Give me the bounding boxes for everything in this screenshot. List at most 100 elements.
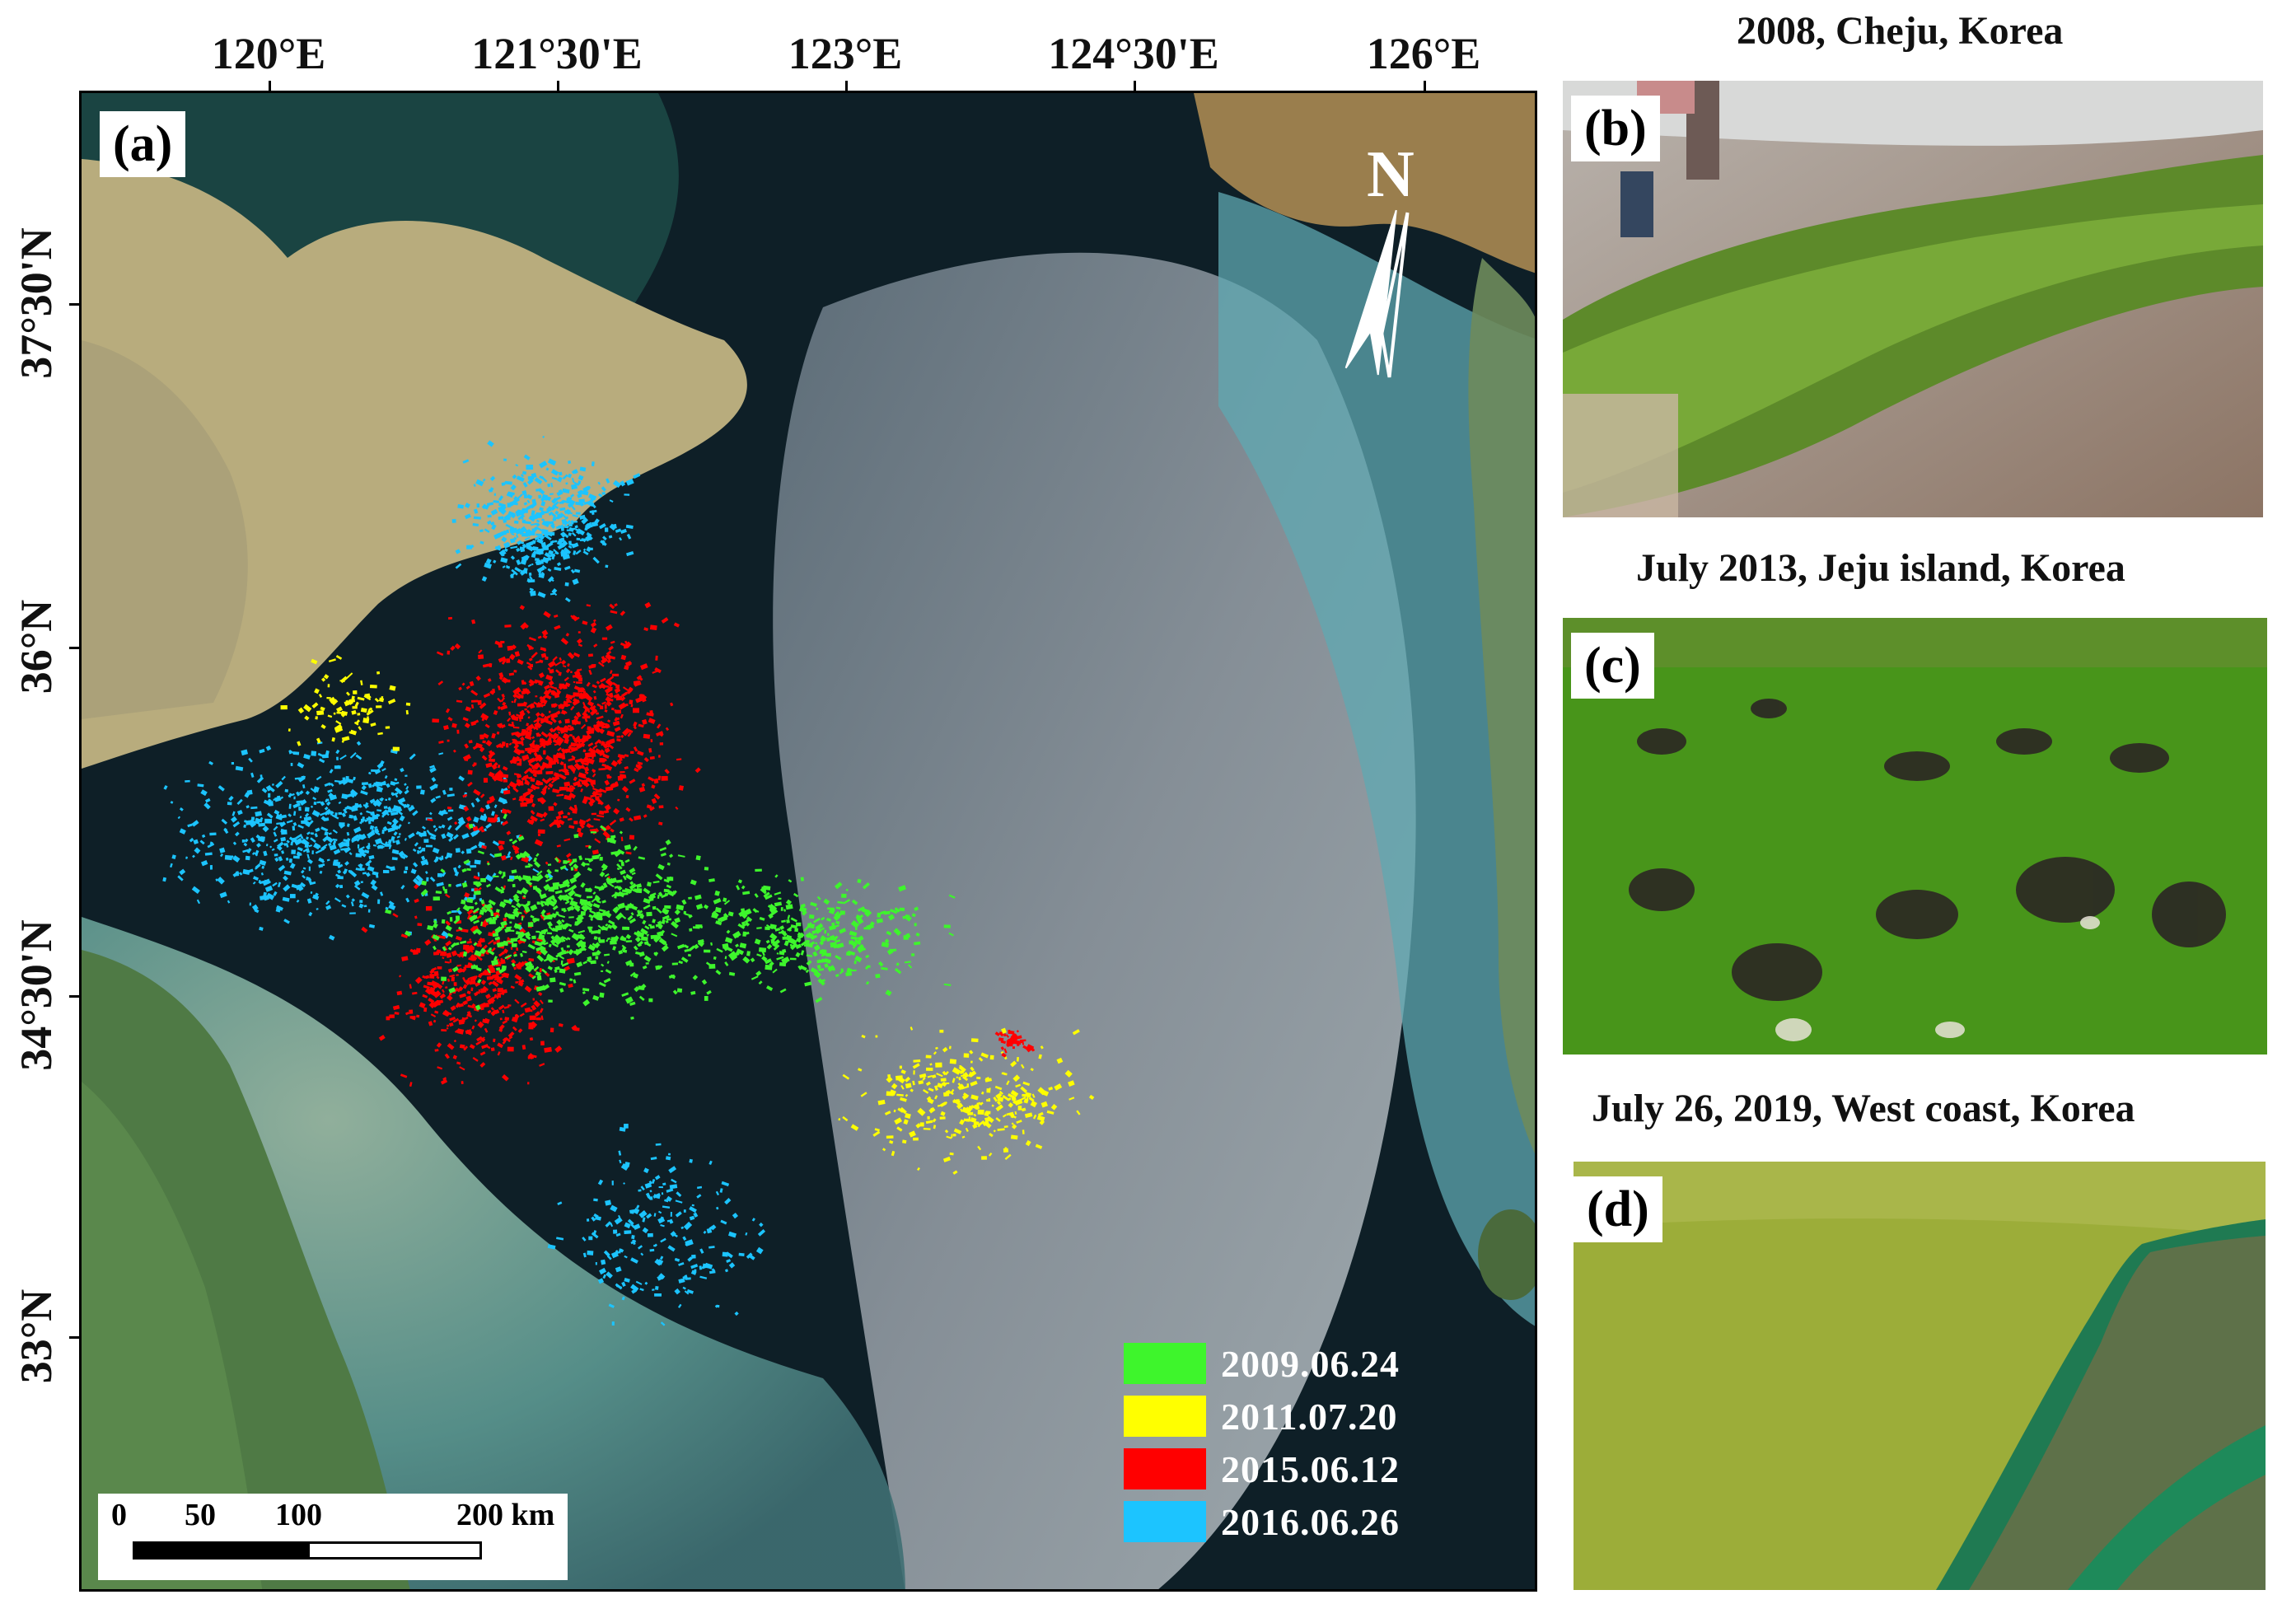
green-tide-patch [199,839,205,845]
green-tide-patch [393,831,398,836]
green-tide-patch [498,656,507,663]
green-tide-patch [326,697,331,699]
green-tide-patch [481,503,488,510]
green-tide-patch [515,781,521,787]
green-tide-patch [489,690,495,695]
green-tide-patch [653,1244,657,1247]
green-tide-patch [511,644,517,650]
green-tide-patch [441,930,450,939]
green-tide-patch [514,1013,518,1018]
green-tide-patch [604,804,611,811]
green-tide-patch [533,1000,540,1008]
green-tide-patch [608,645,614,652]
green-tide-patch [354,802,358,806]
green-tide-patch [553,757,557,761]
green-tide-patch [592,769,596,774]
green-tide-patch [531,522,539,526]
green-tide-patch [620,642,626,647]
green-tide-patch [606,478,610,484]
green-tide-patch [503,917,507,922]
green-tide-patch [305,848,311,853]
green-tide-patch [519,758,522,764]
green-tide-patch [577,831,584,838]
green-tide-patch [661,775,668,781]
green-tide-patch [493,559,497,564]
green-tide-patch [362,816,365,822]
green-tide-patch [236,798,243,806]
green-tide-patch [341,812,347,818]
green-tide-patch [580,788,583,793]
green-tide-patch [248,818,256,826]
green-tide-patch [482,740,486,744]
green-tide-patch [453,867,458,873]
green-tide-patch [492,688,496,694]
green-tide-patch [506,809,512,815]
green-tide-patch [620,713,624,719]
green-tide-patch [251,816,255,821]
green-tide-patch [469,1044,475,1050]
lon-tick [1134,81,1136,91]
green-tide-patch [1004,1147,1008,1151]
green-tide-patch [449,1017,456,1022]
green-tide-patch [493,1038,496,1043]
green-tide-patch [300,835,304,839]
green-tide-patch [506,830,512,835]
green-tide-patch [549,493,554,495]
green-tide-patch [646,911,652,917]
green-tide-patch [600,540,607,546]
green-tide-patch [561,908,566,911]
green-tide-patch [576,528,586,536]
green-tide-patch [598,768,606,771]
green-tide-patch [539,739,545,743]
green-tide-patch [573,780,581,787]
green-tide-patch [370,811,375,816]
green-tide-patch [633,680,640,685]
green-tide-patch [264,885,274,892]
green-tide-patch [387,809,393,813]
green-tide-patch [584,708,588,713]
green-tide-patch [511,959,517,965]
green-tide-patch [469,938,472,942]
green-tide-patch [567,652,575,660]
green-tide-patch [596,750,602,754]
green-tide-patch [217,877,225,885]
green-tide-patch [479,540,484,545]
green-tide-patch [529,793,535,799]
green-tide-patch [606,774,610,779]
green-tide-patch [617,798,620,802]
green-tide-patch [490,1007,495,1011]
green-tide-patch [465,816,472,822]
green-tide-patch [566,945,570,948]
green-tide-patch [507,503,512,507]
green-tide-patch [624,765,629,770]
green-tide-patch [571,719,578,725]
green-tide-patch [940,1078,947,1082]
green-tide-patch [976,1076,981,1080]
green-tide-patch [528,515,536,522]
green-tide-patch [480,829,485,833]
green-tide-patch [514,527,522,535]
green-tide-patch [647,1232,653,1237]
green-tide-patch [530,783,537,791]
green-tide-patch [780,907,783,911]
green-tide-patch [544,785,549,790]
green-tide-patch [500,640,505,643]
green-tide-patch [691,1254,696,1259]
green-tide-patch [477,872,480,877]
green-tide-patch [563,816,568,819]
green-tide-patch [341,904,347,908]
green-tide-patch [328,934,335,941]
green-tide-patch [652,905,657,910]
green-tide-patch [926,1067,933,1071]
green-tide-patch [454,821,458,825]
green-tide-patch [434,1010,439,1014]
green-tide-patch [571,785,574,789]
green-tide-patch [533,701,539,706]
green-tide-patch [620,836,624,842]
green-tide-patch [305,790,311,796]
green-tide-patch [259,748,265,754]
green-tide-patch [461,1081,464,1084]
green-tide-patch [336,711,343,714]
green-tide-patch [311,810,320,817]
green-tide-patch [385,906,389,910]
